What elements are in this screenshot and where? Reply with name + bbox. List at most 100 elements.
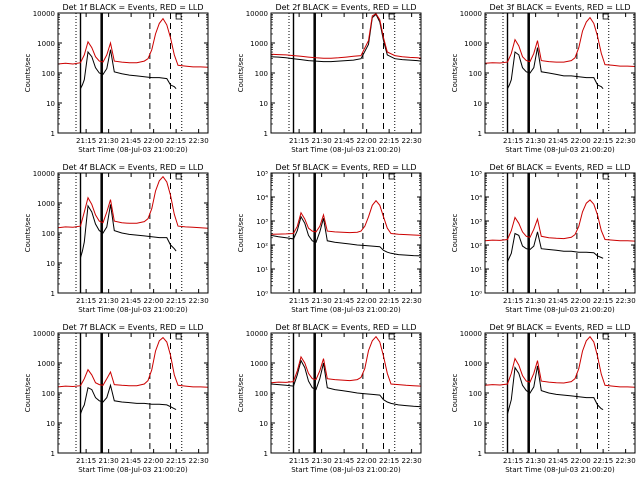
y-axis-label: Counts/sec bbox=[451, 54, 459, 93]
y-tick-label: 10000 bbox=[460, 330, 482, 338]
panel-title: Det 5f BLACK = Events, RED = LLD bbox=[275, 163, 416, 172]
series-events-line bbox=[271, 215, 421, 257]
x-tick-label: 22:15 bbox=[593, 297, 613, 305]
y-tick-label: 1 bbox=[264, 130, 268, 138]
x-axis-label: Start Time (08-Jul-03 21:00:20) bbox=[291, 466, 401, 474]
x-tick-label: 21:15 bbox=[76, 457, 96, 465]
y-axis-label: Counts/sec bbox=[24, 374, 32, 413]
x-tick-label: 21:45 bbox=[548, 297, 568, 305]
x-tick-label: 21:15 bbox=[289, 137, 309, 145]
series-lld-line bbox=[485, 335, 635, 388]
y-tick-label: 100 bbox=[42, 70, 55, 78]
y-tick-label: 1 bbox=[264, 450, 268, 458]
y-tick-label: 10⁰ bbox=[470, 290, 482, 298]
series-events-line bbox=[507, 231, 604, 263]
detector-panel-8: Det 8f BLACK = Events, RED = LLD 1 10 100 10… bbox=[237, 323, 422, 474]
detector-panel-3: Det 3f BLACK = Events, RED = LLD 1 10 100 10… bbox=[451, 3, 636, 154]
x-tick-label: 22:30 bbox=[402, 137, 422, 145]
x-tick-label: 22:30 bbox=[189, 457, 209, 465]
x-tick-label: 21:45 bbox=[334, 457, 354, 465]
y-tick-label: 10⁵ bbox=[256, 170, 268, 178]
detector-panel-4: Det 4f BLACK = Events, RED = LLD 1 10 100 10… bbox=[24, 163, 209, 314]
y-axis-label: Counts/sec bbox=[24, 54, 32, 93]
series-events-line bbox=[80, 383, 177, 415]
series-events-line bbox=[80, 49, 177, 90]
state-box-marker bbox=[602, 13, 609, 20]
panel-title: Det 3f BLACK = Events, RED = LLD bbox=[489, 3, 630, 12]
x-axis-label: Start Time (08-Jul-03 21:00:20) bbox=[78, 466, 188, 474]
x-tick-label: 21:15 bbox=[76, 297, 96, 305]
y-tick-label: 1000 bbox=[464, 360, 482, 368]
y-tick-label: 1000 bbox=[464, 40, 482, 48]
x-tick-label: 21:30 bbox=[526, 297, 546, 305]
y-tick-label: 10⁵ bbox=[470, 170, 482, 178]
x-tick-label: 21:15 bbox=[76, 137, 96, 145]
y-tick-label: 100 bbox=[42, 230, 55, 238]
x-tick-label: 22:00 bbox=[144, 457, 164, 465]
y-tick-label: 10² bbox=[470, 242, 482, 250]
state-box-marker bbox=[175, 13, 182, 20]
x-tick-label: 21:30 bbox=[312, 137, 332, 145]
x-tick-label: 22:15 bbox=[379, 137, 399, 145]
x-tick-label: 21:30 bbox=[99, 457, 119, 465]
x-tick-label: 21:30 bbox=[312, 457, 332, 465]
x-tick-label: 21:15 bbox=[503, 137, 523, 145]
series-events-line bbox=[507, 47, 604, 90]
y-tick-label: 10 bbox=[473, 420, 482, 428]
x-tick-label: 21:45 bbox=[334, 297, 354, 305]
state-box-marker bbox=[388, 333, 395, 340]
y-tick-label: 10² bbox=[256, 242, 268, 250]
y-tick-label: 100 bbox=[469, 390, 482, 398]
y-tick-label: 10000 bbox=[33, 10, 55, 18]
y-axis-label: Counts/sec bbox=[24, 214, 32, 253]
x-tick-label: 22:00 bbox=[144, 297, 164, 305]
y-tick-label: 10¹ bbox=[256, 266, 268, 274]
y-tick-label: 10³ bbox=[470, 218, 482, 226]
y-tick-label: 10 bbox=[46, 100, 55, 108]
series-lld-line bbox=[58, 336, 208, 388]
y-axis-label: Counts/sec bbox=[237, 214, 245, 253]
x-tick-label: 22:15 bbox=[166, 457, 186, 465]
y-tick-label: 100 bbox=[469, 70, 482, 78]
plot-frame bbox=[484, 172, 636, 294]
state-box-marker bbox=[388, 173, 395, 180]
y-tick-label: 1000 bbox=[37, 200, 55, 208]
y-tick-label: 1000 bbox=[250, 360, 268, 368]
panel-title: Det 9f BLACK = Events, RED = LLD bbox=[489, 323, 630, 332]
y-tick-label: 10000 bbox=[460, 10, 482, 18]
state-box-marker bbox=[602, 333, 609, 340]
y-tick-label: 10 bbox=[259, 100, 268, 108]
series-lld-line bbox=[485, 16, 635, 67]
y-tick-label: 10 bbox=[473, 100, 482, 108]
x-tick-label: 22:00 bbox=[144, 137, 164, 145]
x-axis-label: Start Time (08-Jul-03 21:00:20) bbox=[505, 146, 615, 154]
y-tick-label: 1 bbox=[51, 450, 55, 458]
x-tick-label: 22:30 bbox=[189, 297, 209, 305]
x-tick-label: 22:30 bbox=[402, 457, 422, 465]
x-tick-label: 22:30 bbox=[189, 137, 209, 145]
y-tick-label: 10000 bbox=[33, 170, 55, 178]
x-tick-label: 22:00 bbox=[357, 457, 377, 465]
y-tick-label: 1 bbox=[51, 130, 55, 138]
panel-title: Det 2f BLACK = Events, RED = LLD bbox=[275, 3, 416, 12]
y-tick-label: 10000 bbox=[246, 330, 268, 338]
series-events-line bbox=[507, 365, 604, 415]
x-tick-label: 22:30 bbox=[616, 137, 636, 145]
x-axis-label: Start Time (08-Jul-03 21:00:20) bbox=[291, 306, 401, 314]
y-tick-label: 10 bbox=[259, 420, 268, 428]
detector-panel-2: Det 2f BLACK = Events, RED = LLD 1 10 100 10… bbox=[237, 3, 422, 154]
x-axis-label: Start Time (08-Jul-03 21:00:20) bbox=[505, 306, 615, 314]
y-tick-label: 1000 bbox=[37, 360, 55, 368]
x-tick-label: 21:45 bbox=[121, 457, 141, 465]
panel-title: Det 6f BLACK = Events, RED = LLD bbox=[489, 163, 630, 172]
x-tick-label: 21:15 bbox=[503, 457, 523, 465]
panel-title: Det 1f BLACK = Events, RED = LLD bbox=[62, 3, 203, 12]
x-tick-label: 21:30 bbox=[99, 137, 119, 145]
y-tick-label: 10 bbox=[46, 420, 55, 428]
y-tick-label: 100 bbox=[255, 390, 268, 398]
state-box-marker bbox=[175, 173, 182, 180]
y-tick-label: 10000 bbox=[246, 10, 268, 18]
y-axis-label: Counts/sec bbox=[451, 374, 459, 413]
panel-title: Det 4f BLACK = Events, RED = LLD bbox=[62, 163, 203, 172]
